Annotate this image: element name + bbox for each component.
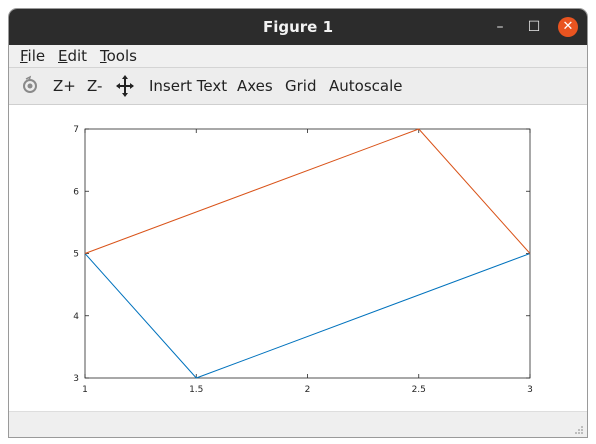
- x-tick-label: 3: [527, 385, 533, 395]
- menu-edit[interactable]: Edit: [58, 45, 87, 67]
- menu-file[interactable]: File: [20, 45, 45, 67]
- maximize-button[interactable]: ☐: [527, 19, 541, 35]
- menu-tools[interactable]: Tools: [100, 45, 137, 67]
- menu-bar: File Edit Tools: [9, 45, 587, 68]
- menu-tools-mnemonic: T: [100, 47, 107, 65]
- zoom-in-button[interactable]: Z+: [53, 77, 76, 95]
- menu-edit-mnemonic: E: [58, 47, 68, 65]
- series-line-2: [84, 128, 531, 254]
- title-bar[interactable]: Figure 1 – ☐ ✕: [9, 9, 587, 45]
- rotate-icon: [23, 75, 37, 93]
- x-tick-label: 2.5: [412, 385, 426, 395]
- insert-text-button[interactable]: Insert Text: [149, 77, 228, 95]
- window-title: Figure 1: [262, 18, 334, 36]
- y-tick-label: 7: [73, 125, 79, 135]
- autoscale-button[interactable]: Autoscale: [329, 77, 403, 95]
- close-button[interactable]: ✕: [558, 17, 578, 37]
- rotate-button[interactable]: [21, 68, 39, 104]
- line-chart: 1 1.5 2 2.5 3 3 4 5 6 7: [73, 125, 533, 395]
- x-tick-label: 1: [82, 385, 88, 395]
- menu-file-mnemonic: F: [20, 47, 28, 65]
- grid-button[interactable]: Grid: [285, 77, 317, 95]
- pan-button[interactable]: [115, 68, 135, 104]
- y-tick-label: 5: [73, 250, 79, 260]
- status-bar: [9, 411, 587, 437]
- y-tick-label: 6: [73, 187, 79, 197]
- pan-icon: [116, 75, 134, 97]
- y-tick-label: 3: [73, 374, 79, 384]
- menu-file-label: ile: [27, 47, 46, 65]
- plot-area[interactable]: 1 1.5 2 2.5 3 3 4 5 6 7: [9, 105, 587, 411]
- zoom-out-button[interactable]: Z-: [87, 77, 103, 95]
- y-tick-label: 4: [73, 312, 79, 322]
- figure-window: Figure 1 – ☐ ✕ File Edit Tools Z+ Z-: [9, 9, 587, 437]
- minimize-button[interactable]: –: [496, 19, 504, 35]
- x-tick-label: 1.5: [189, 385, 203, 395]
- toolbar: Z+ Z- Insert Text Axes Grid Autoscale: [9, 68, 587, 105]
- menu-edit-label: dit: [67, 47, 88, 65]
- resize-grip-icon[interactable]: [574, 425, 584, 435]
- series-line-1: [84, 253, 531, 379]
- axes-button[interactable]: Axes: [237, 77, 273, 95]
- axes-box: [84, 128, 531, 379]
- menu-tools-label: ools: [106, 47, 137, 65]
- x-tick-label: 2: [305, 385, 311, 395]
